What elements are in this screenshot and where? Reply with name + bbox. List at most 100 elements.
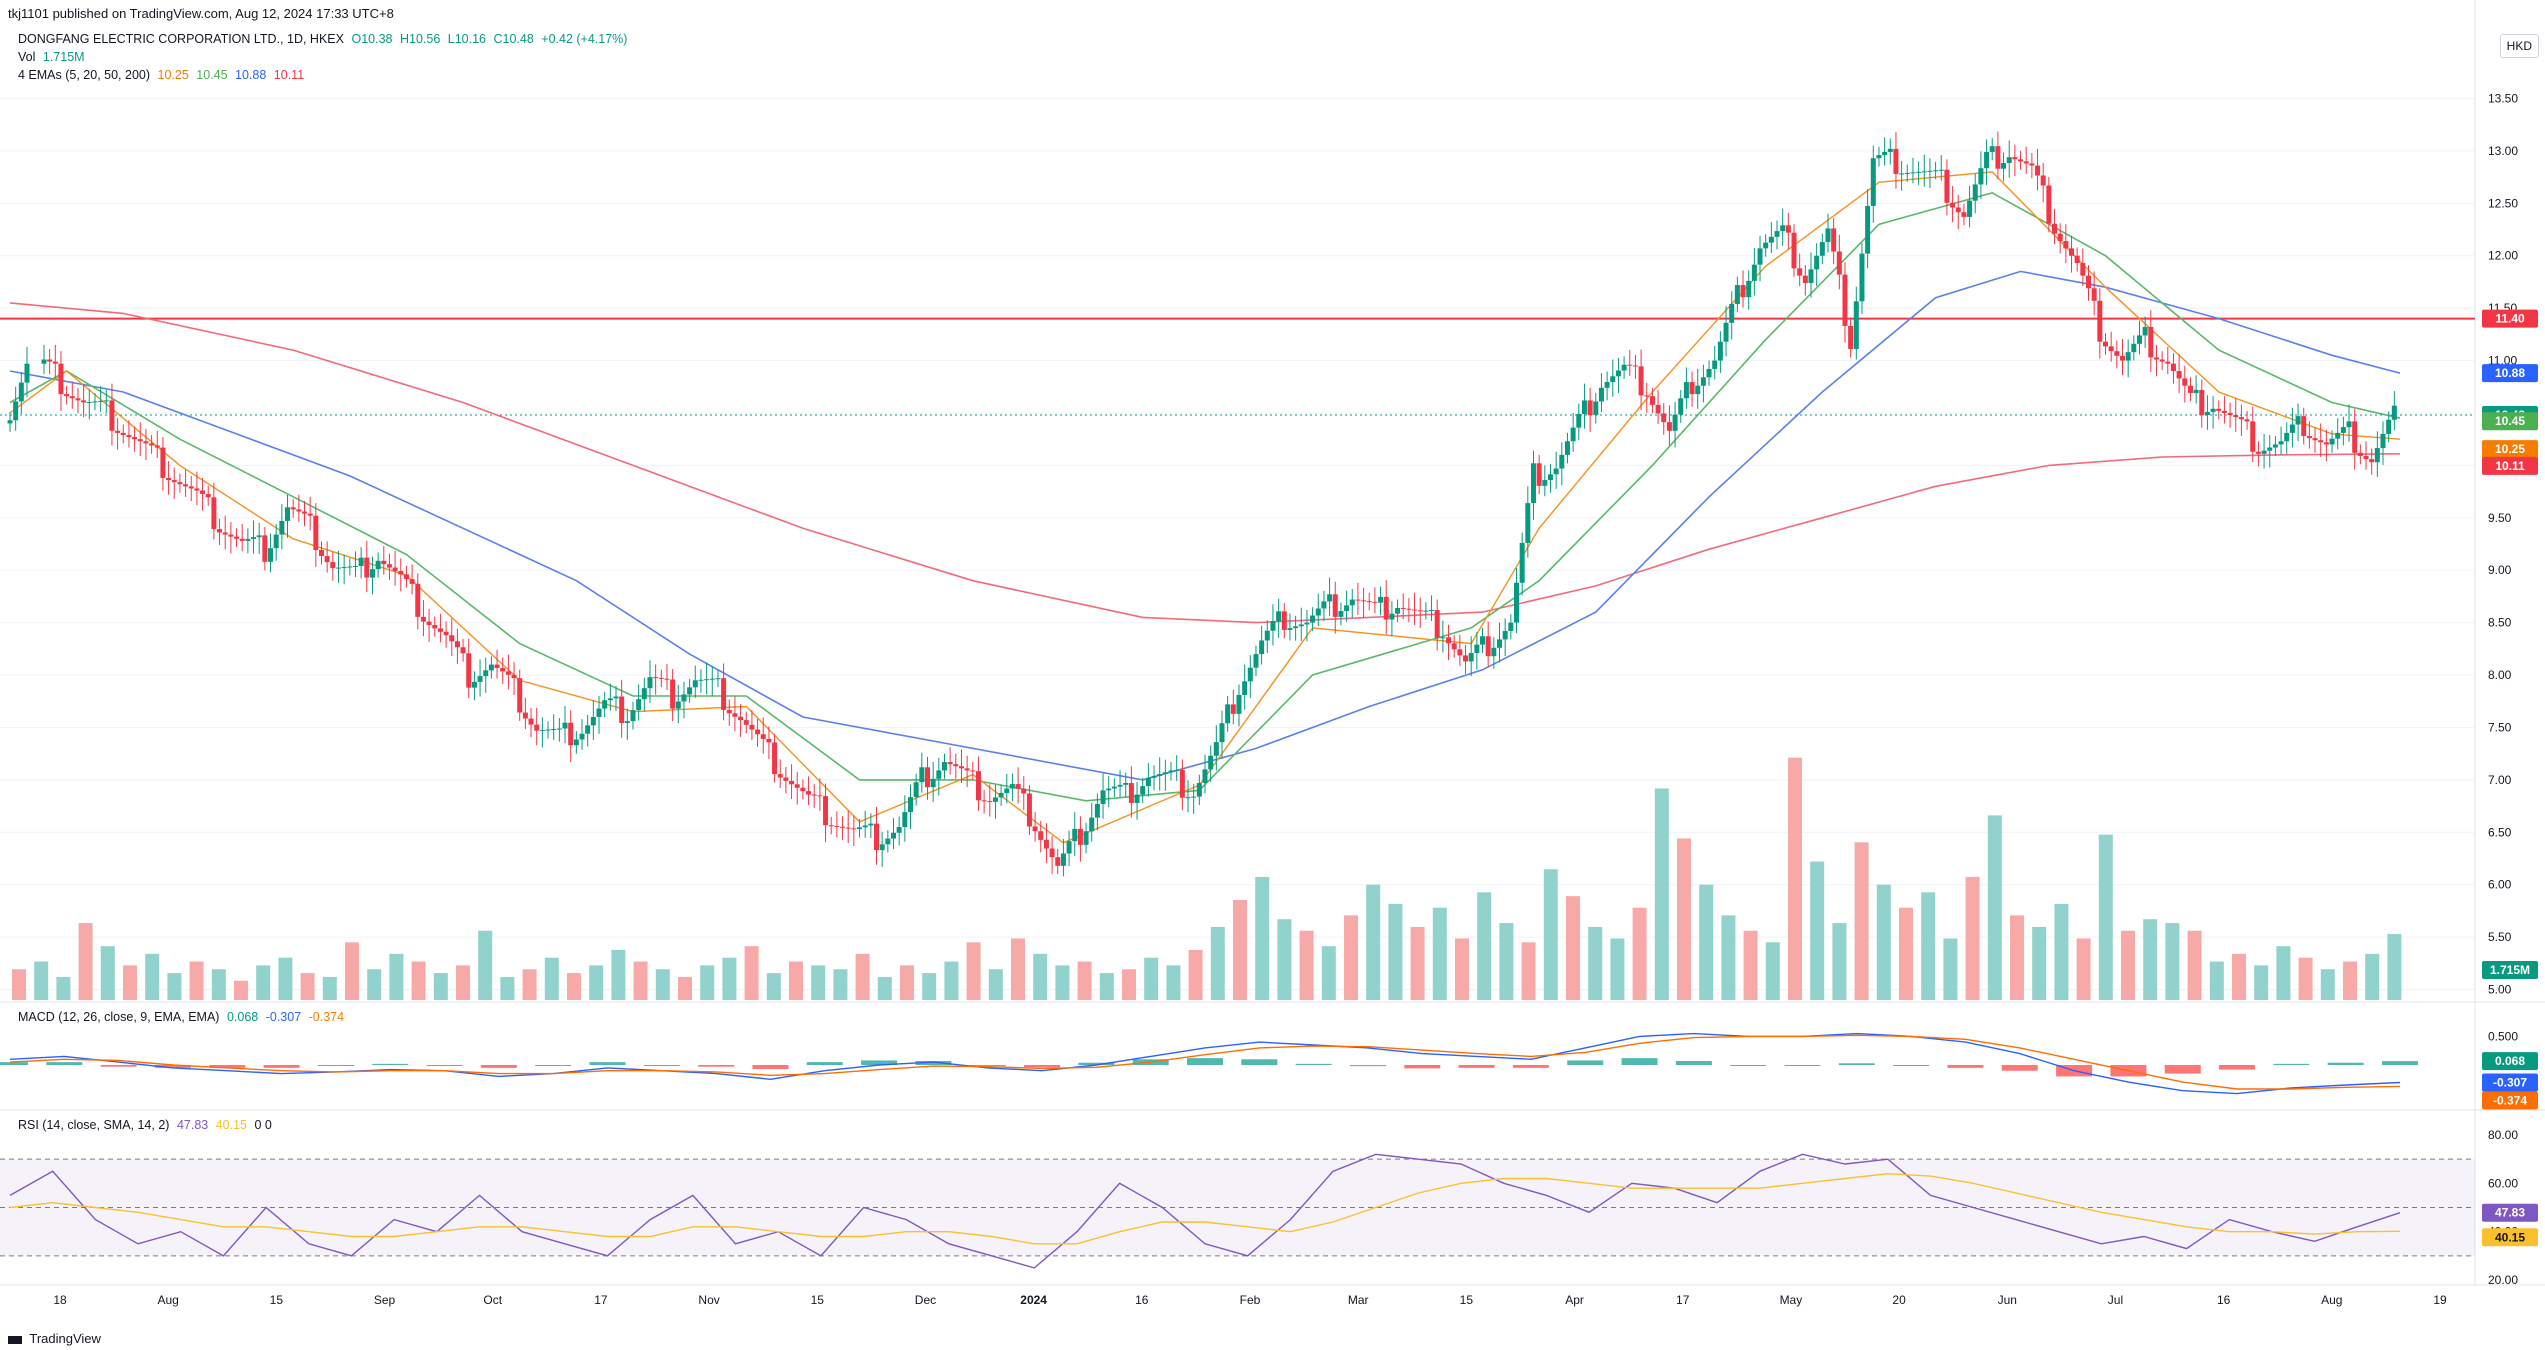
candle-body [2284,432,2290,442]
volume-bar [189,961,204,1000]
time-tick-label: Aug [2321,1293,2342,1307]
time-tick-label: Mar [1348,1293,1369,1307]
volume-bar [678,976,692,1000]
macd-histogram-bar [752,1065,789,1069]
candle-body [132,437,138,440]
candle-body [1559,454,1565,469]
volume-bar [1899,907,1913,1000]
macd-histogram-bar [1621,1058,1658,1065]
candle-body [279,520,285,535]
candle-body [896,827,902,833]
candle-body [1043,839,1049,849]
candle-body [443,631,449,636]
candle-body [1332,594,1338,617]
candle-body [1870,158,1876,206]
volume-bar [589,965,604,1000]
currency-badge[interactable]: HKD [2499,34,2539,58]
macd-histogram-bar [263,1065,300,1068]
macd-histogram-bar [1838,1063,1875,1065]
macd-histogram-bar [915,1061,952,1065]
candle-body [596,708,602,717]
candle-body [1723,322,1729,342]
rsi-line [9,1153,2401,1269]
candle-body [1972,184,1978,201]
candle-body [817,795,823,797]
volume-bar [1588,926,1603,1000]
time-tick-label: 2024 [1020,1293,1047,1307]
candle-body [1916,171,1922,173]
candle-body [2046,185,2052,224]
candle-body [313,515,319,551]
candle-body [2080,263,2086,276]
candle-body [958,766,964,769]
macd-histogram-bar [2273,1063,2310,1065]
volume-bar [1188,950,1203,1000]
candle-body [1015,784,1021,789]
candle-body [602,700,608,709]
candle-body [851,828,857,830]
macd-histogram-bar [2219,1065,2256,1070]
candle-body [1083,831,1089,845]
candle-body [2131,343,2137,353]
macd-histogram-bar [698,1065,735,1067]
candle-body [500,667,506,672]
candle-body [200,490,206,494]
candle-body [239,538,245,541]
price-label-text: 10.25 [2495,442,2525,456]
macd-histogram-bar [100,1065,137,1067]
candle-body [403,574,409,580]
candle-body [1553,468,1559,475]
candle-body [1598,387,1604,402]
candle-body [613,696,619,699]
candle-body [2091,288,2097,301]
candle-body [800,787,806,792]
ema5-value: 10.25 [157,68,189,82]
macd-histogram-bar [1947,1065,1984,1068]
price-tick-label: 6.50 [2488,825,2512,839]
macd-line [9,1032,2401,1095]
candle-body [1383,596,1389,620]
candle-body [653,677,659,679]
candle-body [681,694,687,702]
volume-bar [2232,953,2246,1000]
candle-body [590,716,596,726]
volume-bar [433,973,448,1000]
candle-body [1321,601,1327,609]
candle-body [1785,225,1791,233]
candle-body [2250,421,2256,452]
candle-body [2278,441,2284,445]
volume-bar [2187,930,2202,1000]
volume-bar [2343,961,2357,1000]
candle-body [149,443,155,446]
volume-bar [2387,934,2402,1000]
candle-body [522,712,528,719]
candle-body [183,484,189,487]
volume-bar [1632,907,1647,1000]
candle-body [2170,363,2176,372]
volume-bar [1788,757,1802,1000]
candle-body [1530,463,1536,504]
candle-body [845,827,851,829]
candle-body [1185,797,1191,799]
volume-bar [611,950,626,1000]
candle-body [251,537,257,540]
volume-bar [1410,926,1425,1000]
candle-body [636,699,642,711]
candle-body [2114,351,2120,356]
candle-body [562,722,568,729]
volume-bar [544,957,559,1000]
candle-body [126,434,132,438]
volume-bar [1765,942,1780,1000]
open-value: O10.38 [351,32,393,46]
candle-body [2187,385,2193,394]
volume-bar [1122,969,1136,1000]
candle-body [1412,609,1418,611]
candle-body [874,823,880,851]
macd-histogram-bar [1024,1065,1061,1068]
candle-body [318,550,324,557]
price-label-box [2482,364,2538,383]
macd-histogram-bar [1187,1058,1223,1065]
candle-body [2267,447,2273,451]
candle-body [1457,649,1463,656]
